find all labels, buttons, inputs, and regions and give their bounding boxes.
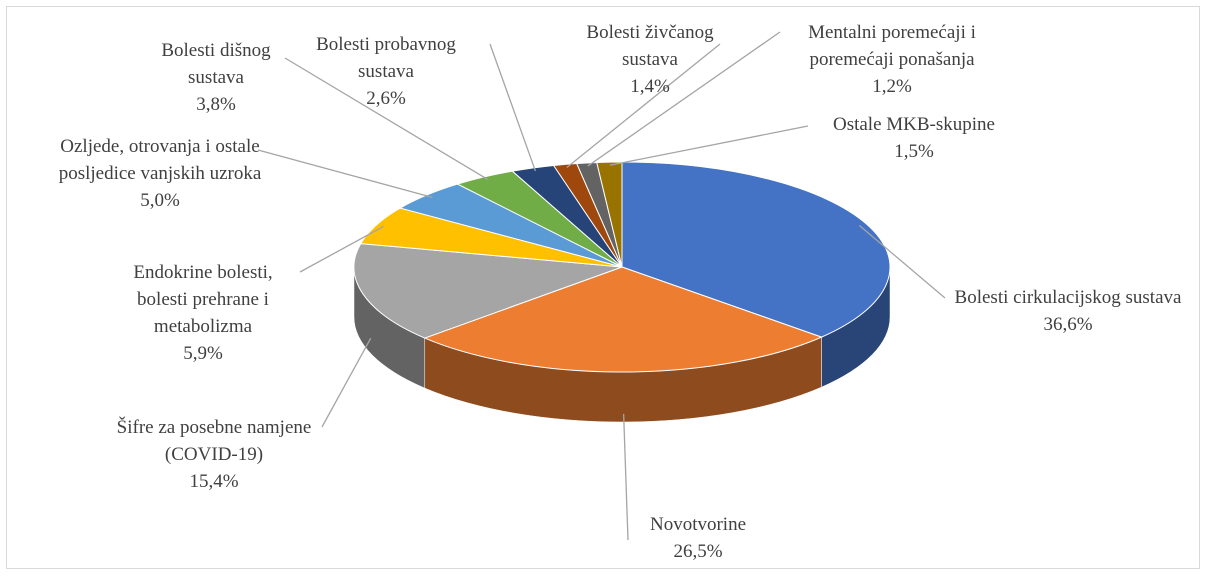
value-label: 15,4% [189,471,239,492]
data-label: Novotvorine 26,5% [618,511,778,565]
value-label: 5,9% [183,343,223,364]
chart-frame [6,6,1200,569]
category-label: Mentalni poremećaji i poremećaji ponašan… [808,22,976,70]
slice [353,243,623,339]
leader-line [858,224,946,299]
leader-line [489,43,537,172]
category-label: Bolesti cirkulacijskog sustava [954,287,1182,308]
value-label: 26,5% [673,541,723,562]
value-label: 2,6% [366,88,406,109]
category-label: Ostale MKB-skupine [832,114,995,135]
value-label: 1,4% [630,76,670,97]
leader-line [257,149,433,198]
value-label: 5,0% [140,190,180,211]
value-label: 3,8% [196,94,236,115]
leader-line [321,337,372,428]
data-label: Endokrine bolesti, bolesti prehrane i me… [111,259,296,367]
category-label: Bolesti probavnog sustava [316,34,456,82]
category-label: Bolesti dišnog sustava [161,40,271,88]
category-label: Novotvorine [649,514,747,535]
value-label: 36,6% [1043,314,1093,335]
data-label: Ozljede, otrovanja i ostale posljedice v… [58,133,263,214]
category-label: Šifre za posebne namjene (COVID-19) [116,417,312,465]
leader-line [622,413,629,541]
data-label: Bolesti cirkulacijskog sustava 36,6% [948,284,1188,338]
data-label: Bolesti dišnog sustava 3,8% [136,37,296,118]
slice [423,266,823,373]
value-label: 1,5% [894,141,934,162]
data-label: Bolesti probavnog sustava 2,6% [294,31,479,112]
data-label: Bolesti živčanog sustava 1,4% [563,19,738,100]
leader-line [299,225,384,273]
value-label: 1,2% [872,76,912,97]
data-label: Šifre za posebne namjene (COVID-19) 15,4% [114,414,314,495]
category-label: Bolesti živčanog sustava [586,22,714,70]
leader-line [284,57,489,181]
slice [596,161,623,268]
leader-line [587,31,781,167]
leader-line [566,43,721,168]
data-label: Mentalni poremećaji i poremećaji ponašan… [780,19,1005,100]
slice [621,161,891,338]
data-label: Ostale MKB-skupine 1,5% [804,111,1024,165]
category-label: Ozljede, otrovanja i ostale posljedice v… [58,136,262,184]
leader-line [609,125,809,166]
category-label: Endokrine bolesti, bolesti prehrane i me… [133,262,273,337]
